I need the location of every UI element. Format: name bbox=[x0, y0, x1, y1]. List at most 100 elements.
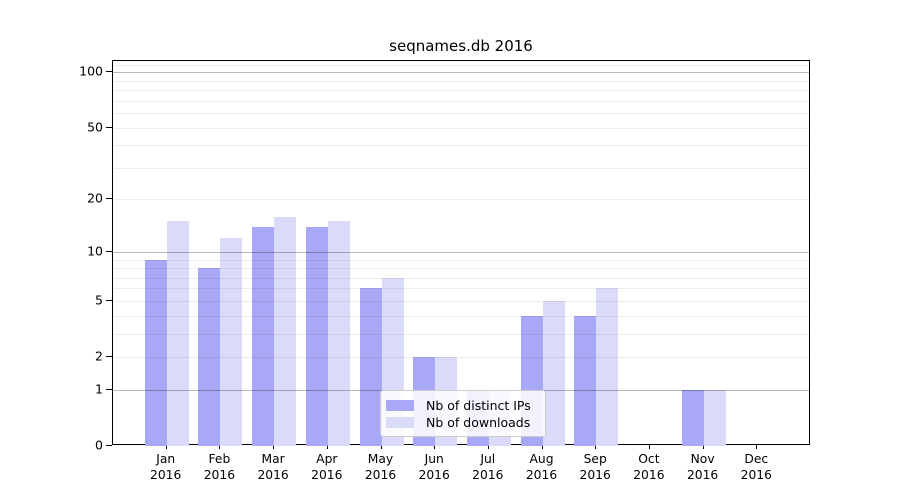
y-tick-mark bbox=[106, 299, 112, 301]
y-tick-label: 2 bbox=[95, 348, 103, 364]
y-tick-mark bbox=[106, 126, 112, 128]
x-tick-year: 2016 bbox=[311, 468, 343, 482]
y-tick-mark bbox=[106, 250, 112, 252]
legend-label-downloads: Nb of downloads bbox=[426, 415, 531, 430]
gridline-minor bbox=[113, 199, 809, 201]
x-tick-label-jan: Jan 2016 bbox=[131, 451, 201, 483]
x-tick-year: 2016 bbox=[418, 468, 450, 482]
gridline-minor bbox=[113, 268, 809, 269]
x-tick-label-oct: Oct 2016 bbox=[614, 451, 684, 483]
bar-nb-of-downloads-nov bbox=[703, 389, 726, 446]
x-tick-year: 2016 bbox=[686, 468, 719, 482]
x-tick-year: 2016 bbox=[633, 468, 665, 482]
legend-row-distinct-ips: Nb of distinct IPs bbox=[386, 398, 537, 413]
x-tick-month: Oct bbox=[638, 452, 660, 466]
gridline-minor bbox=[113, 113, 809, 115]
legend-row-downloads: Nb of downloads bbox=[386, 415, 537, 430]
x-tick-mark bbox=[541, 445, 543, 449]
chart-title: seqnames.db 2016 bbox=[389, 37, 533, 55]
y-tick-mark bbox=[106, 445, 112, 446]
x-tick-year: 2016 bbox=[150, 468, 182, 482]
x-tick-label-aug: Aug 2016 bbox=[507, 451, 577, 483]
gridline-minor bbox=[113, 300, 809, 302]
x-tick-label-may: May 2016 bbox=[346, 451, 416, 483]
x-tick-month: May bbox=[367, 452, 394, 466]
bar-nb-of-distinct-ips-jan bbox=[144, 259, 167, 446]
x-tick-year: 2016 bbox=[257, 468, 289, 482]
gridline-minor bbox=[113, 167, 809, 169]
x-tick-month: Feb bbox=[208, 452, 231, 466]
gridline-minor bbox=[113, 80, 809, 82]
bar-nb-of-distinct-ips-may bbox=[359, 288, 382, 446]
legend-label-distinct-ips: Nb of distinct IPs bbox=[426, 398, 531, 413]
y-tick-mark bbox=[106, 388, 112, 390]
bar-nb-of-downloads-aug bbox=[542, 300, 565, 446]
bar-nb-of-downloads-jan bbox=[166, 221, 189, 446]
x-tick-mark bbox=[326, 445, 328, 449]
x-tick-year: 2016 bbox=[203, 468, 236, 482]
x-tick-label-apr: Apr 2016 bbox=[292, 451, 362, 483]
x-tick-label-mar: Mar 2016 bbox=[238, 451, 308, 483]
gridlines-layer bbox=[113, 61, 809, 444]
x-tick-month: Dec bbox=[744, 452, 769, 466]
x-tick-month: Mar bbox=[261, 452, 285, 466]
gridline-minor bbox=[113, 145, 809, 147]
bar-nb-of-downloads-mar bbox=[274, 216, 297, 446]
y-tick-label: 1 bbox=[95, 381, 103, 397]
x-tick-mark bbox=[487, 445, 489, 449]
x-tick-label-jul: Jul 2016 bbox=[453, 451, 523, 483]
x-tick-label-sep: Sep 2016 bbox=[560, 451, 630, 483]
x-tick-month: Apr bbox=[316, 452, 338, 466]
x-tick-year: 2016 bbox=[579, 468, 611, 482]
x-tick-mark bbox=[648, 445, 650, 449]
legend-swatch-distinct-ips-icon bbox=[386, 400, 414, 411]
x-tick-mark bbox=[702, 445, 704, 449]
gridline-minor bbox=[113, 288, 809, 290]
x-tick-label-dec: Dec 2016 bbox=[721, 451, 791, 483]
bar-nb-of-distinct-ips-feb bbox=[198, 268, 221, 446]
plot-area: Nb of distinct IPs Nb of downloads bbox=[112, 60, 810, 446]
x-tick-mark bbox=[380, 445, 382, 449]
x-tick-month: Jun bbox=[424, 452, 444, 466]
y-tick-label: 10 bbox=[87, 243, 103, 259]
x-tick-year: 2016 bbox=[740, 468, 772, 482]
y-tick-label: 20 bbox=[87, 190, 103, 206]
x-tick-mark bbox=[756, 445, 758, 449]
x-tick-mark bbox=[165, 445, 167, 449]
gridline-minor bbox=[113, 333, 809, 335]
x-tick-year: 2016 bbox=[472, 468, 504, 482]
x-tick-month: Jan bbox=[156, 452, 176, 466]
gridline-minor bbox=[113, 90, 809, 92]
x-tick-label-feb: Feb 2016 bbox=[184, 451, 254, 483]
x-tick-month: Sep bbox=[583, 452, 607, 466]
legend-swatch-downloads-icon bbox=[386, 417, 414, 428]
bar-nb-of-distinct-ips-mar bbox=[252, 226, 275, 446]
bar-nb-of-downloads-feb bbox=[220, 238, 243, 446]
gridline-minor bbox=[113, 127, 809, 129]
x-tick-year: 2016 bbox=[364, 468, 397, 482]
y-tick-mark bbox=[106, 356, 112, 357]
bar-nb-of-distinct-ips-apr bbox=[305, 226, 328, 446]
gridline-major bbox=[113, 72, 809, 74]
y-tick-mark bbox=[106, 71, 112, 73]
x-tick-label-nov: Nov 2016 bbox=[668, 451, 738, 483]
y-tick-mark bbox=[106, 198, 112, 200]
gridline-minor bbox=[113, 357, 809, 358]
x-tick-mark bbox=[273, 445, 275, 449]
bar-nb-of-distinct-ips-nov bbox=[681, 389, 704, 446]
x-tick-month: Nov bbox=[690, 452, 715, 466]
bar-nb-of-distinct-ips-sep bbox=[574, 315, 597, 446]
x-tick-mark bbox=[219, 445, 221, 449]
y-tick-label: 100 bbox=[79, 63, 103, 79]
x-tick-month: Aug bbox=[529, 452, 554, 466]
legend: Nb of distinct IPs Nb of downloads bbox=[380, 390, 546, 437]
x-tick-month: Jul bbox=[480, 452, 496, 466]
gridline-major bbox=[113, 251, 809, 253]
gridline-minor bbox=[113, 100, 809, 102]
bar-nb-of-downloads-apr bbox=[327, 221, 350, 446]
gridline-minor bbox=[113, 277, 809, 279]
x-tick-label-jun: Jun 2016 bbox=[399, 451, 469, 483]
gridline-minor bbox=[113, 315, 809, 317]
x-tick-mark bbox=[434, 445, 436, 449]
